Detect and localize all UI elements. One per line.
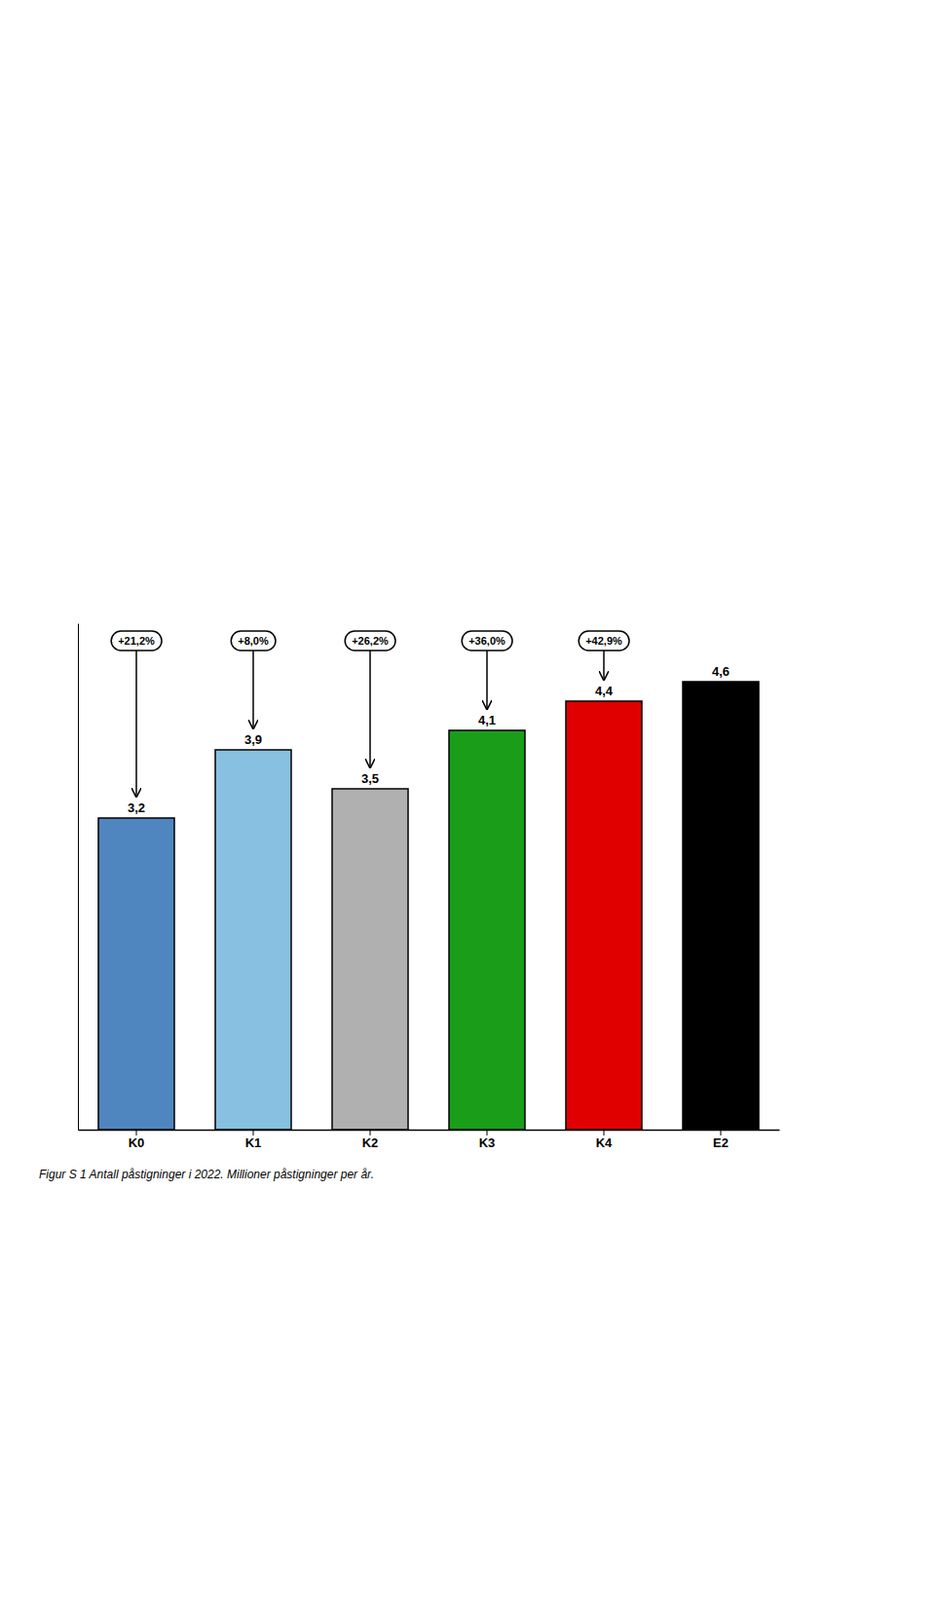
- annotation-arrow: [486, 650, 488, 710]
- annotation-box: [578, 631, 630, 651]
- bar: [565, 701, 642, 1130]
- x-axis: K0 K1 K2 K3 K4 E2: [78, 1129, 781, 1151]
- x-tick-label: K0: [128, 1135, 146, 1151]
- x-tick-mark: [136, 1129, 138, 1136]
- bars: [98, 681, 759, 1130]
- annotation-box: [111, 631, 162, 651]
- y-axis: [77, 624, 79, 1131]
- x-tick: K0: [128, 1129, 146, 1151]
- annotation-arrow: [602, 650, 605, 680]
- data-label: 4,1: [478, 712, 496, 728]
- x-tick-label: E2: [712, 1135, 729, 1151]
- x-tick-mark: [370, 1129, 372, 1136]
- x-tick-mark: [603, 1129, 605, 1136]
- caption: Figur S 1 Antall påstigninger i 2022. Mi…: [38, 1167, 374, 1182]
- x-tick-label: K1: [245, 1135, 262, 1151]
- data-label: 3,5: [361, 771, 379, 786]
- x-tick: K4: [596, 1129, 613, 1151]
- annotations: +21,2% +8,0% +26,2% +36,0% +42,9%: [111, 631, 630, 797]
- annotation: +8,0%: [230, 631, 276, 729]
- data-label: 4,6: [711, 664, 730, 679]
- data-label: 4,4: [595, 683, 614, 699]
- x-tick-label: K3: [479, 1135, 496, 1151]
- data-label: 3,2: [127, 800, 146, 816]
- bar: [448, 730, 525, 1130]
- x-tick: E2: [712, 1129, 729, 1151]
- annotation-label: +8,0%: [237, 635, 269, 647]
- x-tick-label: K2: [362, 1135, 379, 1151]
- annotation-box: [230, 631, 276, 651]
- x-tick-mark: [253, 1129, 255, 1136]
- x-tick: K2: [362, 1129, 379, 1151]
- annotation-arrow: [135, 650, 138, 797]
- x-tick: K3: [479, 1129, 496, 1151]
- x-tick-mark: [720, 1129, 722, 1136]
- x-axis-line: [78, 1129, 781, 1132]
- annotation: +21,2%: [111, 631, 162, 797]
- annotation-label: +36,0%: [468, 635, 506, 647]
- annotation-label: +26,2%: [351, 635, 389, 647]
- annotation-arrow: [369, 650, 372, 768]
- bar: [215, 749, 292, 1130]
- annotation-arrow: [252, 650, 255, 729]
- chart: K0 K1 K2 K3 K4 E2 3,2 3,9 3,5 4,1 4,4 4,6 +21,2% +8,0…: [0, 0, 935, 1600]
- x-tick-mark: [486, 1129, 488, 1136]
- annotation-label: +21,2%: [117, 635, 155, 647]
- plot: K0 K1 K2 K3 K4 E2 3,2 3,9 3,5 4,1 4,4 4,6 +21,2% +8,0…: [78, 624, 781, 1152]
- annotation: +42,9%: [578, 631, 630, 680]
- annotation-box: [461, 631, 513, 651]
- data-label: 3,9: [244, 732, 262, 748]
- y-axis-line: [77, 624, 79, 1131]
- data-labels: 3,2 3,9 3,5 4,1 4,4 4,6: [127, 664, 730, 816]
- x-tick: K1: [245, 1129, 262, 1151]
- x-tick-label: K4: [596, 1135, 613, 1151]
- bar: [332, 788, 409, 1130]
- annotation-box: [344, 631, 396, 651]
- bar: [682, 681, 759, 1130]
- bar: [98, 818, 175, 1130]
- annotation: +26,2%: [344, 631, 396, 768]
- annotation: +36,0%: [461, 631, 513, 710]
- annotation-label: +42,9%: [585, 635, 623, 647]
